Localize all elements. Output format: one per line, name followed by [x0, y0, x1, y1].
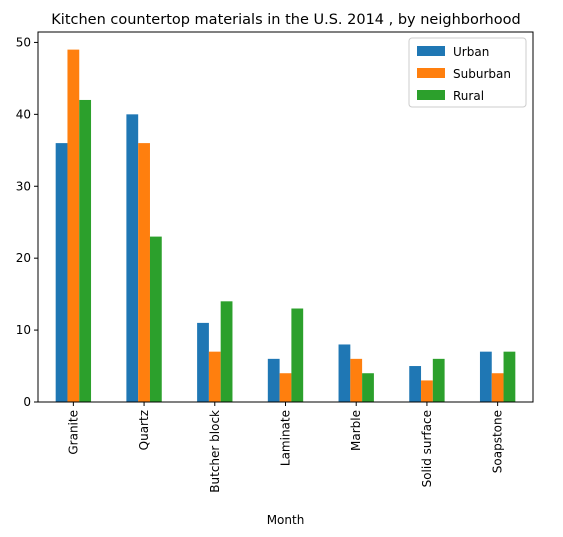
bar-rural-butcher-block	[221, 301, 233, 402]
y-axis: 0 10 20 30 40 50	[16, 35, 38, 409]
x-tick-label-laminate: Laminate	[279, 410, 293, 466]
chart-title: Kitchen countertop materials in the U.S.…	[51, 12, 520, 28]
bar-urban-butcher-block	[197, 323, 209, 402]
x-tick-label-quartz: Quartz	[137, 410, 151, 450]
bar-urban-marble	[339, 344, 351, 402]
bar-rural-solid-surface	[433, 359, 445, 402]
bar-urban-solid-surface	[409, 366, 421, 402]
y-tick-label-20: 20	[16, 251, 31, 265]
y-tick-label-50: 50	[16, 35, 31, 49]
bar-suburban-butcher-block	[209, 352, 221, 402]
legend-swatch-urban	[417, 46, 445, 56]
legend: Urban Suburban Rural	[409, 38, 526, 107]
bar-rural-granite	[79, 100, 91, 402]
x-tick-label-solid-surface: Solid surface	[420, 410, 434, 487]
bar-suburban-soapstone	[492, 373, 504, 402]
bar-suburban-quartz	[138, 143, 150, 402]
legend-label-urban: Urban	[453, 45, 489, 59]
bar-urban-laminate	[268, 359, 280, 402]
legend-swatch-suburban	[417, 68, 445, 78]
legend-label-suburban: Suburban	[453, 67, 511, 81]
y-tick-label-30: 30	[16, 179, 31, 193]
bar-suburban-laminate	[280, 373, 292, 402]
bar-rural-laminate	[291, 309, 303, 402]
bar-suburban-solid-surface	[421, 380, 433, 402]
x-tick-label-butcher-block: Butcher block	[208, 410, 222, 493]
y-tick-label-40: 40	[16, 107, 31, 121]
x-tick-label-granite: Granite	[66, 410, 80, 455]
y-tick-label-10: 10	[16, 323, 31, 337]
bar-urban-granite	[56, 143, 68, 402]
x-axis: Granite Quartz Butcher block Laminate Marble…	[66, 402, 504, 493]
x-tick-label-soapstone: Soapstone	[491, 410, 505, 473]
bar-rural-marble	[362, 373, 374, 402]
x-axis-label: Month	[267, 513, 305, 527]
bar-urban-quartz	[126, 114, 138, 402]
x-tick-label-marble: Marble	[349, 410, 363, 451]
bar-rural-soapstone	[504, 352, 516, 402]
bar-suburban-marble	[350, 359, 362, 402]
legend-swatch-rural	[417, 90, 445, 100]
y-tick-label-0: 0	[23, 395, 31, 409]
legend-label-rural: Rural	[453, 89, 484, 103]
bar-urban-soapstone	[480, 352, 492, 402]
bar-suburban-granite	[67, 50, 79, 402]
bar-rural-quartz	[150, 237, 162, 402]
